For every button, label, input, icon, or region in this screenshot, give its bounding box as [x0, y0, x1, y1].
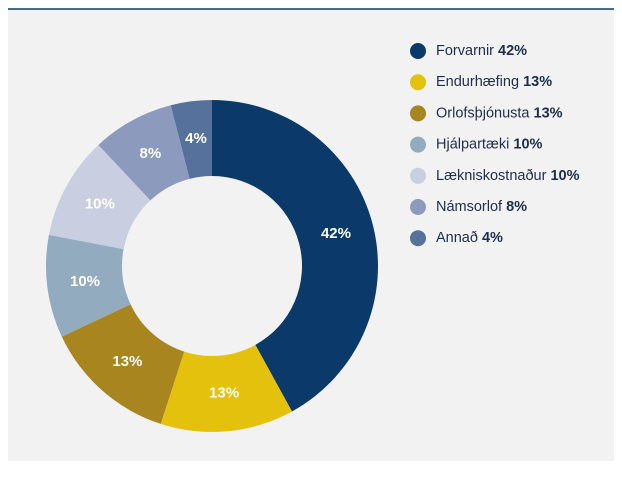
legend-entry: Orlofsþjónusta 13%: [436, 105, 563, 121]
legend-marker: [410, 74, 426, 91]
legend-marker: [410, 230, 426, 247]
legend-value: 13%: [534, 105, 563, 121]
data-label: 10%: [85, 195, 115, 212]
legend-entry: Forvarnir 42%: [436, 43, 527, 59]
legend-value: 42%: [498, 43, 527, 59]
legend-entry: Hjálpartæki 10%: [436, 136, 543, 152]
data-label: 42%: [321, 225, 351, 242]
donut-slice: [212, 100, 378, 412]
legend-name: Forvarnir: [436, 43, 494, 59]
legend-name: Námsorlof: [436, 199, 503, 215]
donut-slice: [98, 105, 190, 201]
legend-marker: [410, 43, 426, 59]
legend-value: 4%: [482, 230, 503, 246]
legend-name: Lækniskostnaður: [436, 168, 547, 184]
legend-name: Annað: [436, 230, 478, 246]
donut-slice: [61, 304, 185, 424]
donut-slice: [48, 144, 151, 250]
legend-entry: Annað 4%: [436, 230, 503, 246]
data-label: 4%: [185, 130, 207, 147]
legend-marker: [410, 199, 426, 215]
legend-value: 8%: [506, 199, 527, 215]
legend-entry: Endurhæfing 13%: [436, 74, 552, 90]
legend-entry: Námsorlof 8%: [436, 199, 527, 215]
legend-value: 10%: [550, 168, 579, 184]
donut-slice: [46, 234, 131, 337]
legend-marker: [410, 167, 426, 184]
legend-value: 10%: [513, 136, 542, 152]
data-label: 10%: [70, 273, 100, 290]
data-label: 13%: [209, 384, 239, 401]
legend-marker: [410, 136, 426, 153]
donut-slice: [160, 344, 292, 433]
legend-name: Hjálpartæki: [436, 136, 509, 152]
data-label: 13%: [112, 353, 142, 370]
legend-name: Endurhæfing: [436, 74, 519, 90]
legend-name: Orlofsþjónusta: [436, 105, 530, 121]
data-label: 8%: [139, 145, 161, 162]
legend-value: 13%: [523, 74, 552, 90]
donut-slice: [170, 100, 212, 179]
legend-entry: Lækniskostnaður 10%: [436, 168, 580, 184]
legend-marker: [410, 105, 426, 122]
